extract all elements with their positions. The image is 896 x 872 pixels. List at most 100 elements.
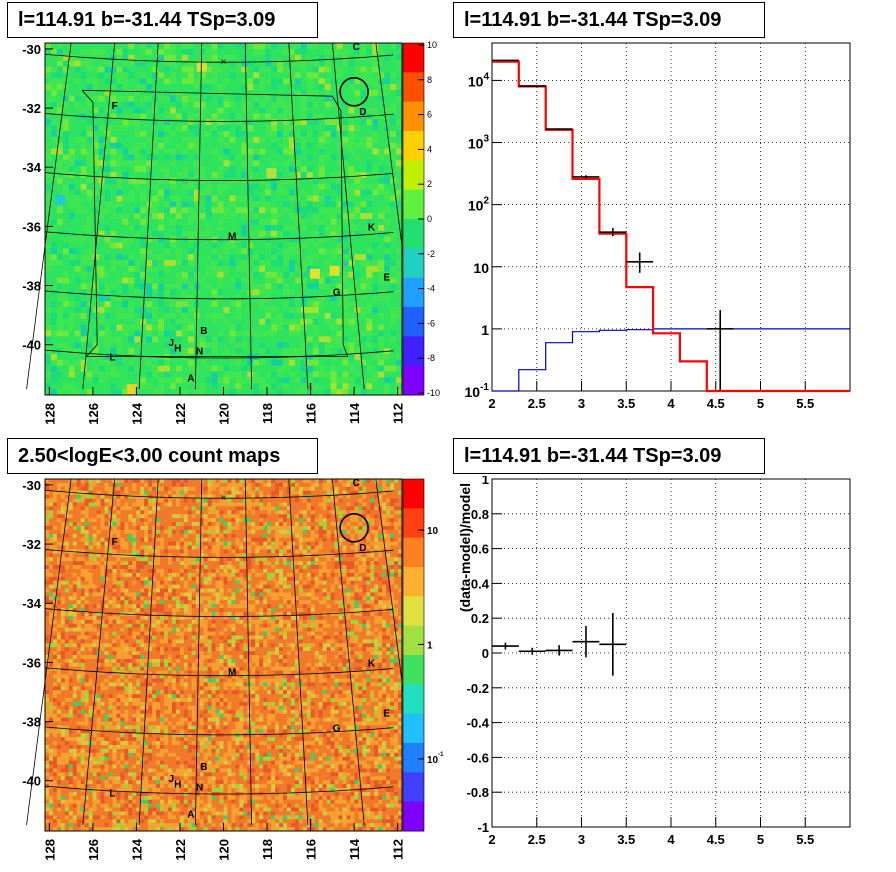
y-tick-label: 0.4	[471, 576, 490, 591]
longitude-grid-line	[244, 42, 252, 390]
x-tick-label: 126	[86, 403, 101, 425]
longitude-grid-line	[331, 42, 365, 390]
longitude-grid-line	[331, 478, 365, 826]
latitude-grid-line	[44, 231, 394, 241]
source-label-J: J	[168, 774, 174, 785]
x-tick-label: 122	[173, 839, 188, 861]
x-tick-label: 114	[347, 402, 362, 424]
x-tick-label: 116	[304, 403, 319, 424]
colorbar-tick-label: 0	[427, 214, 432, 224]
colorbar-segment	[403, 131, 424, 161]
spectrum-chart: 2 2.5 3 3.5 4 4.5 5 5.5 10-1 1 10 102 103 104	[465, 42, 851, 411]
y-tick-label: -0.6	[467, 750, 489, 765]
spectrum-title: l=114.91 b=-31.44 TSp=3.09	[453, 2, 765, 38]
longitude-grid-line	[26, 42, 72, 390]
hot-spot	[309, 268, 320, 279]
source-label-J: J	[168, 338, 174, 349]
residual-ratio-title: l=114.91 b=-31.44 TSp=3.09	[453, 438, 765, 474]
y-tick-label: -32	[22, 537, 41, 552]
source-label-A: A	[187, 373, 194, 384]
colorbar-segment	[403, 101, 424, 132]
source-label-F: F	[112, 537, 118, 548]
y-tick-label: 10-1	[465, 382, 490, 400]
latitude-grid-line	[44, 113, 394, 122]
hot-spot	[266, 168, 277, 179]
colorbar-segment	[403, 567, 424, 597]
colorbar-tick-label: 10-1	[427, 752, 444, 766]
source-label-K: K	[368, 222, 376, 233]
y-tick-label: -30	[22, 42, 41, 57]
y-tick-label: -1	[477, 820, 489, 835]
y-tick-label: 10	[473, 260, 489, 276]
latitude-grid-line	[44, 290, 394, 300]
source-label-E: E	[383, 273, 390, 284]
colorbar-segment	[403, 72, 424, 103]
source-label-D: D	[359, 107, 366, 118]
source-label-F: F	[112, 101, 118, 112]
x-tick-label: 120	[217, 839, 232, 861]
heatmap-cells	[45, 43, 403, 396]
colorbar-segment	[403, 596, 424, 627]
colorbar-segment	[403, 625, 424, 656]
source-label-G: G	[333, 723, 341, 734]
count-map-chart: ×CFDKMEGBJHNLAI1281261241221201181161141…	[22, 478, 444, 861]
colorbar-tick-label: -10	[427, 388, 440, 398]
x-tick-label: 114	[347, 838, 362, 860]
x-tick-label: 4.5	[707, 396, 725, 411]
colorbar-segment	[403, 365, 424, 396]
x-tick-label: 120	[217, 403, 232, 425]
x-tick-label: 2.5	[528, 832, 546, 847]
residual-map-chart: ×CFDKMEGBJHNLAI1281261241221201181161141…	[22, 40, 440, 425]
colorbar-tick-label: -6	[427, 318, 435, 328]
residual-map-title: l=114.91 b=-31.44 TSp=3.09	[7, 2, 318, 38]
target-circle	[339, 77, 369, 107]
x-tick-label: 4.5	[707, 832, 725, 847]
x-tick-label: 112	[391, 403, 406, 424]
x-tick-label: 116	[304, 839, 319, 860]
plot-frame	[491, 478, 851, 828]
x-tick-label: 3.5	[617, 396, 635, 411]
y-tick-label: 102	[468, 196, 490, 214]
colorbar-tick-label: 4	[427, 144, 432, 154]
colorbar-segment	[403, 655, 424, 685]
colorbar-tick-label: -4	[427, 284, 435, 294]
longitude-grid-line	[288, 42, 309, 390]
colorbar-segment	[403, 713, 424, 744]
longitude-grid-line	[195, 478, 203, 826]
background-model-histogram	[492, 328, 850, 392]
latitude-grid-line	[44, 785, 394, 795]
colorbar-segment	[403, 772, 424, 803]
x-tick-label: 2.5	[528, 396, 546, 411]
latitude-grid-line	[44, 667, 394, 677]
y-tick-label: -32	[22, 101, 41, 116]
source-label-N: N	[196, 783, 203, 794]
x-tick-label: 126	[86, 839, 101, 861]
source-label-N: N	[196, 347, 203, 358]
source-label-B: B	[200, 762, 207, 773]
colorbar-segment	[403, 801, 424, 832]
x-tick-label: 124	[129, 838, 144, 860]
colorbar-frame	[402, 478, 425, 832]
y-tick-label: -0.2	[467, 681, 489, 696]
x-tick-label: 4	[667, 396, 675, 411]
colorbar-segment	[403, 743, 424, 773]
x-tick-label: 5.5	[796, 396, 814, 411]
source-label-H: H	[174, 344, 181, 355]
y-tick-label: 0.8	[471, 507, 489, 522]
x-tick-label: 2	[488, 396, 495, 411]
colorbar-tick-label: -8	[427, 353, 435, 363]
x-tick-label: 3	[578, 396, 585, 411]
longitude-grid-line	[195, 42, 203, 390]
hot-spot	[196, 61, 207, 72]
colorbar-tick-label: -2	[427, 249, 435, 259]
x-tick-label: 118	[260, 839, 275, 860]
colorbar-tick-label: 6	[427, 110, 432, 120]
cross-marker: ×	[221, 493, 227, 504]
y-tick-label: -30	[22, 478, 41, 493]
longitude-grid-line	[138, 42, 159, 390]
x-tick-label: 5	[757, 832, 764, 847]
x-tick-label: 124	[129, 402, 144, 424]
colorbar-segment	[403, 684, 424, 715]
count-map-title: 2.50<logE<3.00 count maps	[7, 438, 318, 474]
x-tick-label: 2	[488, 832, 495, 847]
